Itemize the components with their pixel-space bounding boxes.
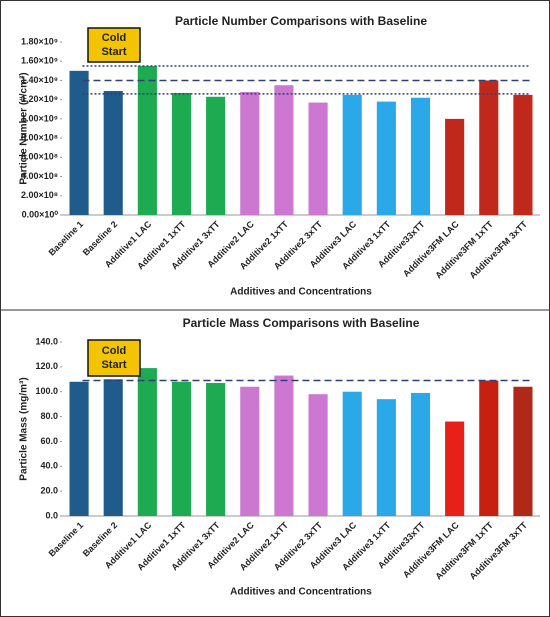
- bar: [274, 85, 294, 215]
- bar: [103, 91, 123, 215]
- bar: [171, 381, 192, 516]
- bar: [137, 368, 157, 516]
- bar: [376, 399, 396, 516]
- bar: [137, 66, 157, 216]
- bar: [479, 80, 499, 215]
- bar: [69, 70, 89, 215]
- bar: [69, 381, 89, 516]
- bar: [240, 91, 260, 215]
- y-tick-label: 8.00×10⁸: [21, 132, 58, 142]
- y-tick-label: 140.0: [35, 336, 58, 346]
- bar: [376, 101, 396, 215]
- annotation-box: [87, 339, 141, 377]
- chart-title: Particle Number Comparisons with Baselin…: [175, 14, 427, 28]
- y-tick-label: 80.0: [40, 411, 58, 421]
- bar: [274, 375, 294, 516]
- bar: [410, 392, 431, 516]
- x-axis-title: Additives and Concentrations: [230, 287, 372, 298]
- bar: [103, 379, 123, 516]
- bar: [206, 96, 226, 215]
- y-tick-label: 1.40×10⁹: [21, 75, 58, 85]
- y-tick-label: 1.00×10⁹: [21, 113, 58, 123]
- y-axis-title: Particle Number (#/cm³): [19, 72, 30, 184]
- bar: [308, 394, 328, 516]
- y-tick-label: 120.0: [35, 361, 58, 371]
- bar: [479, 380, 499, 516]
- bar: [513, 94, 533, 215]
- bar: [240, 386, 260, 516]
- chart-title: Particle Mass Comparisons with Baseline: [183, 316, 420, 330]
- y-tick-label: 1.20×10⁹: [21, 94, 58, 104]
- y-tick-label: 0.00×10⁰: [22, 209, 59, 219]
- y-tick-label: 1.80×10⁹: [21, 36, 58, 46]
- y-tick-label: 40.0: [40, 461, 58, 471]
- y-tick-label: 2.00×10⁸: [21, 190, 58, 200]
- bar: [342, 94, 362, 215]
- y-tick-label: 20.0: [40, 486, 58, 496]
- x-axis-title: Additives and Concentrations: [230, 587, 372, 598]
- bar: [445, 118, 465, 215]
- annotation: Cold Start: [101, 32, 126, 58]
- y-tick-label: 1.60×10⁹: [21, 56, 58, 66]
- bar: [513, 386, 533, 516]
- bar: [445, 421, 465, 516]
- bar: [342, 391, 362, 516]
- bar: [308, 102, 328, 215]
- bar: [410, 97, 431, 215]
- bar: [206, 383, 226, 516]
- y-tick-label: 4.00×10⁸: [21, 171, 58, 181]
- y-tick-label: 100.0: [35, 386, 58, 396]
- y-tick-label: 60.0: [40, 436, 58, 446]
- annotation-box: [87, 27, 141, 63]
- y-tick-label: 6.00×10⁸: [21, 152, 58, 162]
- annotation: Cold Start: [101, 345, 126, 371]
- bar: [171, 92, 192, 215]
- y-axis-title: Particle Mass (mg/m³): [19, 377, 30, 480]
- y-tick-label: 0.0: [45, 510, 58, 520]
